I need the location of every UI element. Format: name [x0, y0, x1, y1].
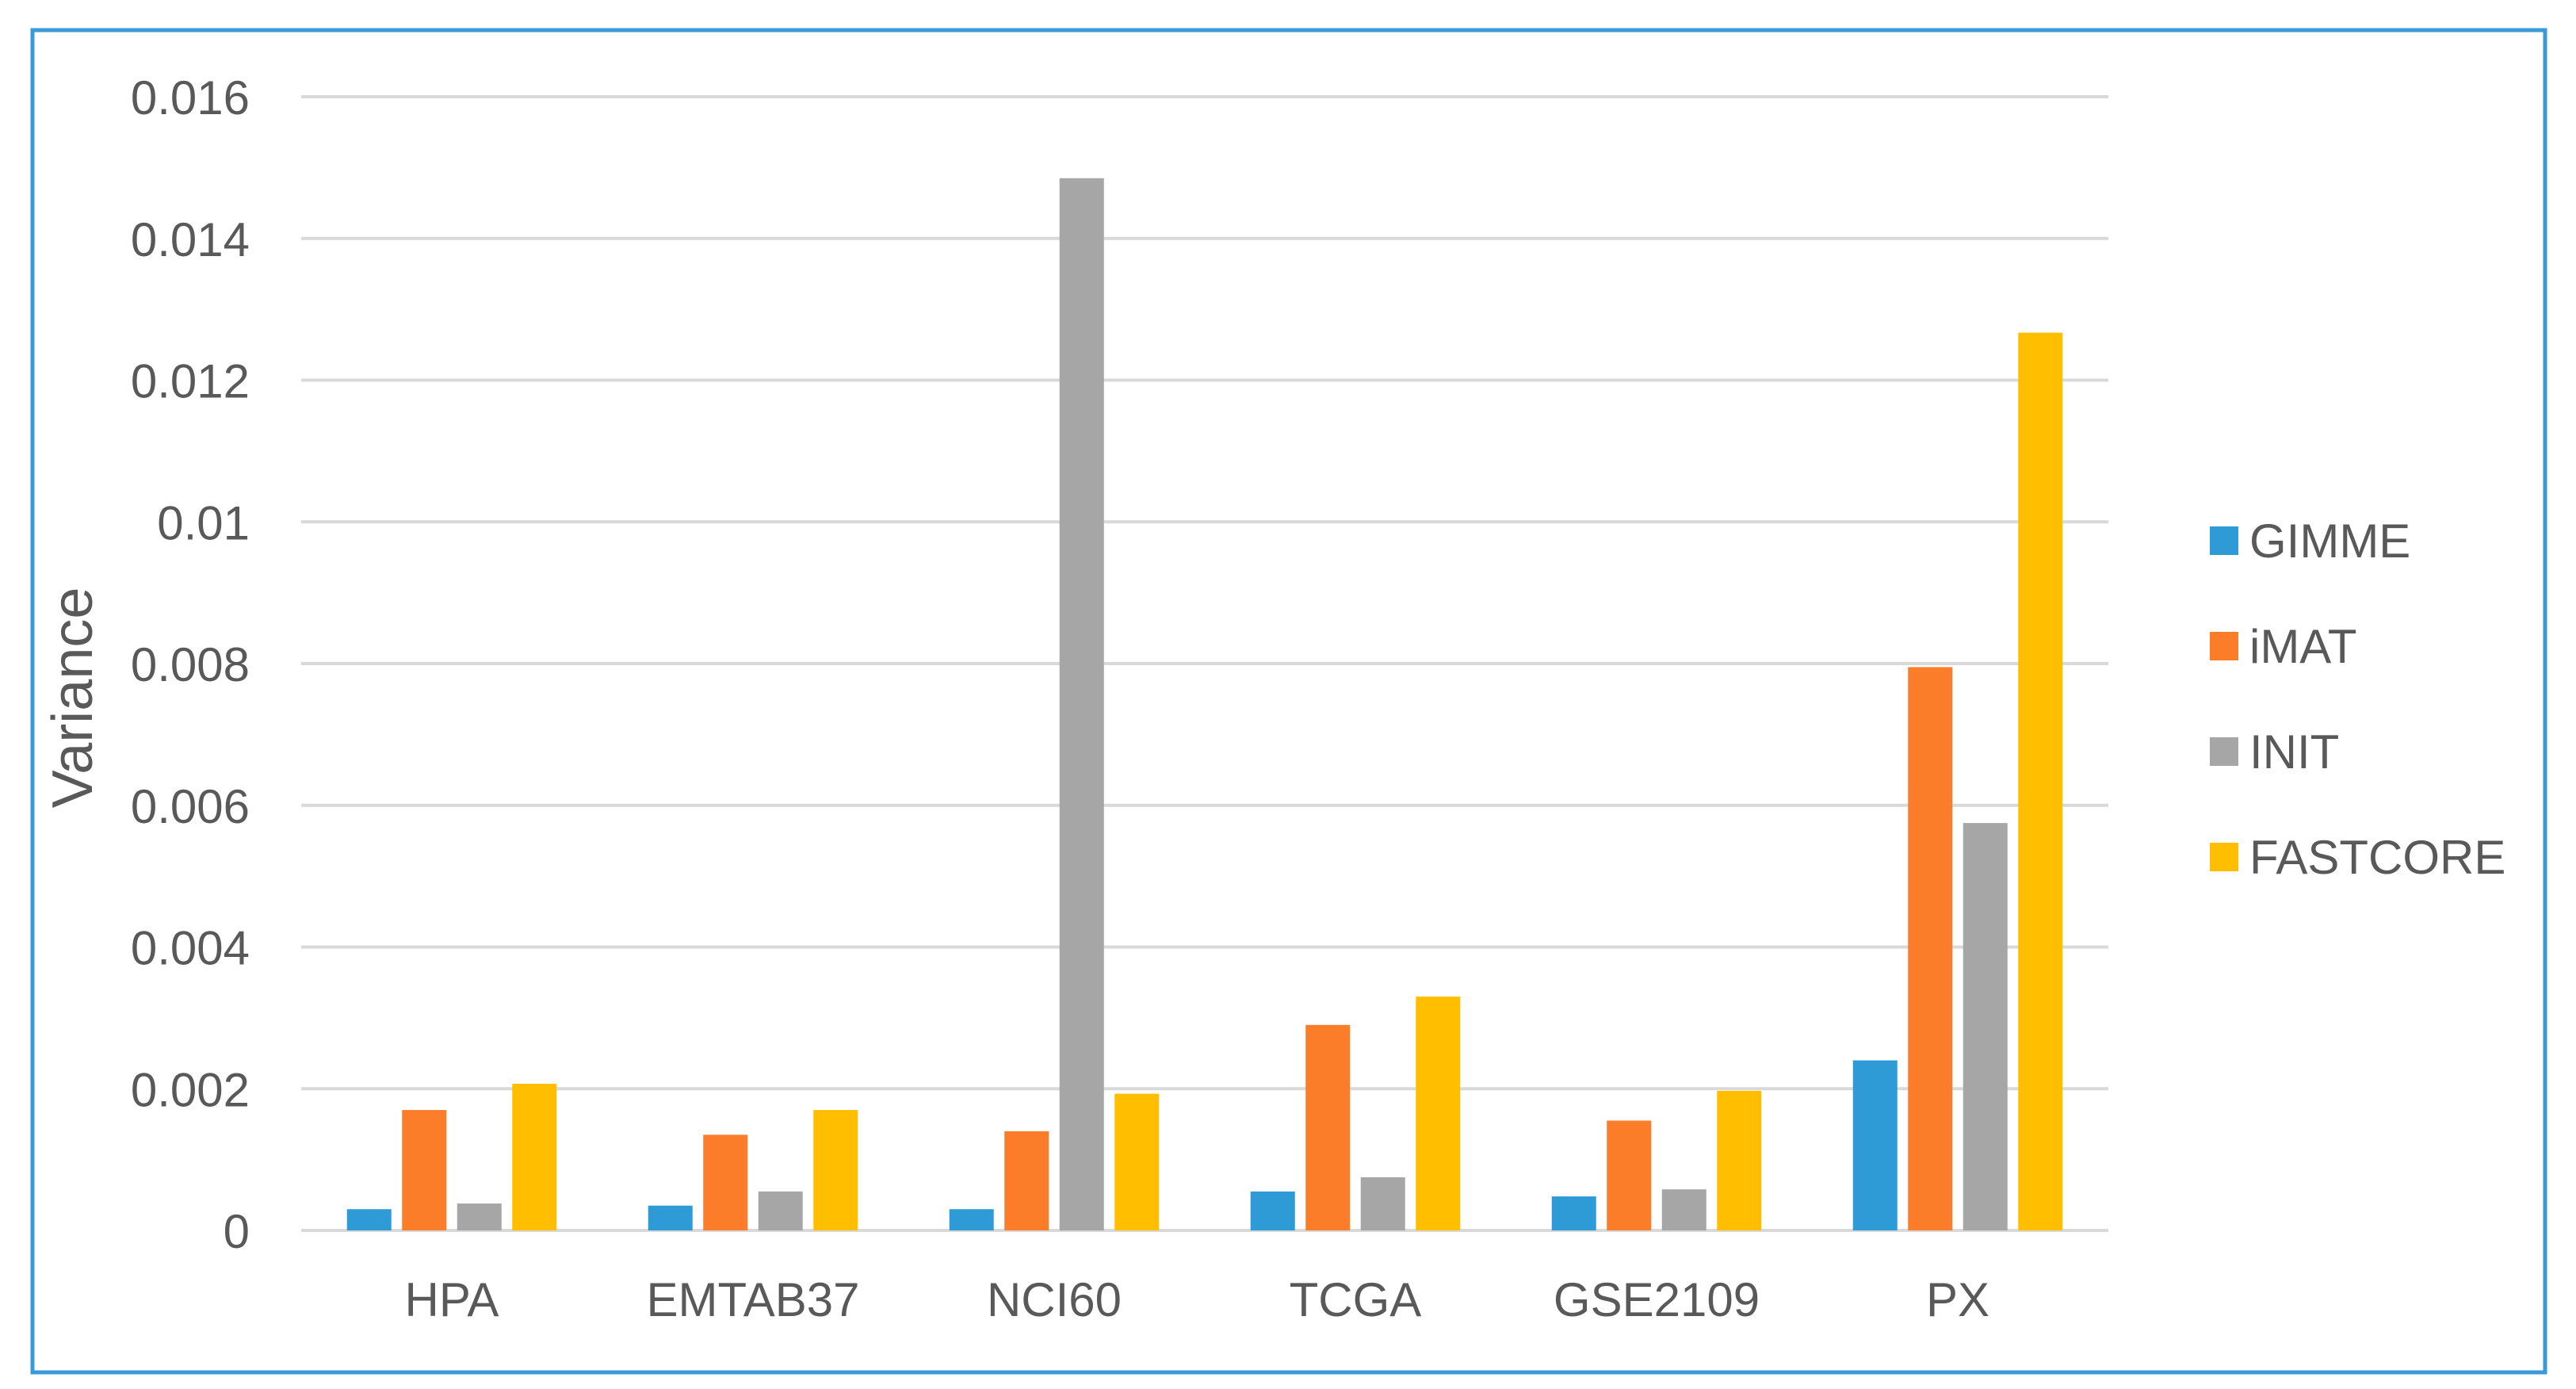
legend-label-init: INIT — [2249, 725, 2339, 779]
y-tick-label: 0.008 — [131, 638, 250, 691]
x-tick-label: NCI60 — [987, 1273, 1122, 1326]
grid-lines — [301, 95, 2108, 1232]
x-axis-ticks: HPA EMTAB37 NCI60 TCGA GSE2109 PX — [405, 1273, 1989, 1326]
legend-swatch-gimme — [2210, 526, 2238, 555]
x-tick-label: HPA — [405, 1273, 499, 1326]
bar-fastcore-tcga — [1416, 997, 1461, 1230]
bar-fastcore-emtab37 — [813, 1110, 858, 1230]
bar-imat-gse2109 — [1607, 1120, 1652, 1230]
chart-border — [30, 28, 2547, 1375]
y-axis-label: Variance — [41, 587, 105, 809]
legend-label-fastcore: FASTCORE — [2249, 831, 2505, 884]
bar-gimme-px — [1852, 1060, 1898, 1230]
bar-gimme-emtab37 — [648, 1205, 693, 1230]
legend-label-gimme: GIMME — [2249, 515, 2410, 568]
bar-init-tcga — [1360, 1177, 1405, 1230]
y-tick-label: 0.012 — [131, 355, 250, 408]
legend: GIMME iMAT INIT FASTCORE — [2210, 515, 2505, 884]
bar-gimme-gse2109 — [1551, 1196, 1596, 1230]
y-axis-ticks: 0 0.002 0.004 0.006 0.008 0.01 0.012 0.014 0.016 — [131, 71, 250, 1258]
bar-init-nci60 — [1059, 178, 1104, 1230]
y-tick-label: 0.004 — [131, 922, 250, 975]
x-tick-label: PX — [1926, 1273, 1989, 1326]
bar-imat-tcga — [1305, 1024, 1351, 1230]
bar-imat-emtab37 — [703, 1135, 748, 1230]
bar-imat-px — [1908, 667, 1953, 1230]
bar-gimme-nci60 — [949, 1209, 994, 1230]
bar-imat-nci60 — [1004, 1131, 1049, 1230]
bar-gimme-tcga — [1250, 1191, 1295, 1230]
y-tick-label: 0 — [224, 1205, 250, 1258]
y-tick-label: 0.002 — [131, 1063, 250, 1116]
legend-swatch-init — [2210, 737, 2238, 766]
bar-init-emtab37 — [758, 1191, 803, 1230]
bar-gimme-hpa — [346, 1209, 392, 1230]
legend-swatch-fastcore — [2210, 843, 2238, 871]
x-tick-label: EMTAB37 — [647, 1273, 860, 1326]
bar-init-hpa — [457, 1203, 502, 1230]
bar-imat-hpa — [402, 1110, 447, 1230]
bar-fastcore-nci60 — [1114, 1093, 1160, 1230]
y-tick-label: 0.01 — [157, 496, 250, 549]
bar-fastcore-hpa — [512, 1083, 557, 1230]
y-tick-label: 0.014 — [131, 213, 250, 266]
x-tick-label: TCGA — [1290, 1273, 1422, 1326]
x-tick-label: GSE2109 — [1554, 1273, 1760, 1326]
legend-swatch-imat — [2210, 632, 2238, 660]
bars — [346, 178, 2063, 1230]
bar-fastcore-px — [2018, 332, 2063, 1230]
y-tick-label: 0.006 — [131, 780, 250, 833]
bar-init-gse2109 — [1661, 1189, 1707, 1230]
bar-fastcore-gse2109 — [1717, 1090, 1762, 1230]
bar-init-px — [1963, 823, 2008, 1230]
legend-label-imat: iMAT — [2249, 620, 2357, 673]
y-tick-label: 0.016 — [131, 71, 250, 124]
